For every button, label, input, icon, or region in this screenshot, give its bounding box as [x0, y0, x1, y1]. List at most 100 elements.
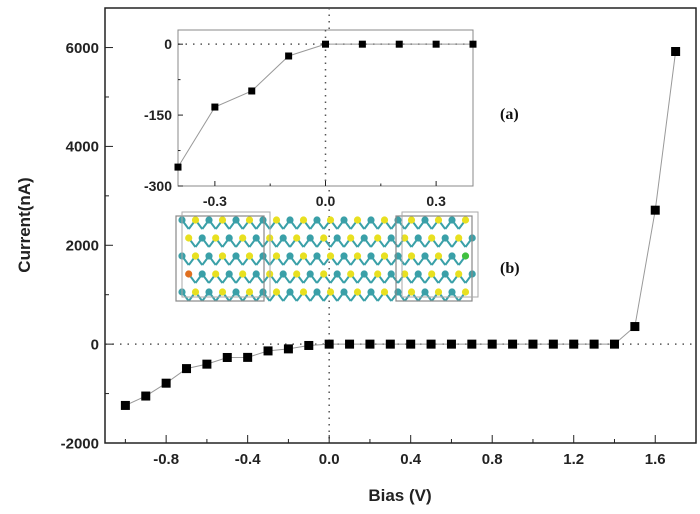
inset-data-point: [432, 40, 440, 48]
atom: [293, 234, 301, 242]
atom: [374, 234, 382, 242]
inset-ytick-label: 0: [164, 36, 172, 52]
atom: [380, 288, 389, 296]
atom: [272, 216, 281, 224]
unit-cell-box: [175, 215, 265, 302]
inset-data-point: [248, 87, 256, 95]
atom: [367, 216, 375, 224]
inset-xtick-label: 0.0: [316, 193, 336, 209]
atom: [414, 234, 422, 242]
atom: [239, 234, 247, 242]
atom: [360, 234, 368, 242]
atom: [347, 234, 355, 242]
atom: [320, 270, 328, 278]
atom: [360, 270, 368, 278]
main-data-point: [487, 339, 497, 349]
atom: [279, 234, 287, 242]
main-data-point: [528, 339, 538, 349]
atom: [185, 234, 193, 242]
atom: [306, 234, 314, 242]
atom: [353, 216, 362, 224]
main-data-point: [609, 339, 619, 349]
atom: [333, 270, 341, 278]
inset-data-point: [285, 52, 293, 60]
inset-data-point: [322, 40, 329, 48]
atom: [252, 270, 260, 278]
atom: [218, 252, 227, 260]
atom: [245, 216, 254, 224]
inset-data-point: [174, 163, 182, 171]
main-data-point: [243, 352, 253, 362]
atom: [455, 234, 463, 242]
atom: [198, 270, 206, 278]
atom: [347, 270, 355, 278]
atom: [225, 270, 233, 278]
main-data-point: [446, 339, 456, 349]
atom: [387, 270, 395, 278]
atom: [252, 234, 260, 242]
atom: [259, 216, 267, 224]
main-ytick-label: -2000: [61, 435, 99, 452]
atom: [232, 252, 240, 260]
main-data-point: [141, 391, 151, 401]
atom: [407, 252, 416, 260]
main-data-point: [467, 339, 477, 349]
main-data-point: [426, 339, 436, 349]
atom: [326, 288, 335, 296]
atom: [286, 216, 294, 224]
molecular-structure-image: [175, 211, 479, 302]
atom: [374, 270, 382, 278]
main-xtick-label: 0.4: [400, 451, 422, 468]
atom: [367, 288, 375, 296]
main-xtick-label: -0.4: [235, 451, 262, 468]
atom: [293, 270, 301, 278]
atom: [448, 252, 456, 260]
main-data-point: [263, 346, 273, 356]
atom: [441, 234, 449, 242]
atom: [353, 288, 362, 296]
main-data-point: [589, 339, 599, 349]
atom: [380, 252, 389, 260]
main-ytick-label: 2000: [66, 238, 99, 255]
atom: [441, 270, 449, 278]
main-data-point: [202, 359, 212, 369]
atom: [367, 252, 375, 260]
main-data-point: [569, 339, 579, 349]
main-data-point: [508, 339, 518, 349]
inset-xtick-label: 0.3: [426, 193, 446, 209]
atom: [212, 234, 220, 242]
atom: [245, 288, 254, 296]
atom: [198, 234, 206, 242]
main-data-point: [345, 339, 355, 349]
main-xtick-label: 1.6: [645, 451, 666, 468]
annotation-b: (b): [500, 260, 520, 277]
main-data-point: [222, 352, 232, 362]
main-data-point: [324, 339, 334, 349]
atom: [313, 288, 321, 296]
atom: [185, 270, 193, 278]
atom: [340, 288, 348, 296]
main-ytick-label: 6000: [66, 40, 99, 57]
atom: [434, 216, 443, 224]
atom: [306, 270, 314, 278]
atom: [259, 252, 267, 260]
atom: [380, 216, 389, 224]
main-xtick-label: -0.8: [153, 451, 179, 468]
main-data-point: [182, 364, 192, 374]
inset-xtick-label: -0.3: [203, 193, 227, 209]
main-data-point: [304, 340, 314, 350]
atom: [239, 270, 247, 278]
atom: [387, 234, 395, 242]
atom: [401, 270, 409, 278]
atom: [286, 252, 294, 260]
atom: [326, 252, 335, 260]
atom: [326, 216, 335, 224]
annotation-a: (a): [500, 106, 519, 123]
main-data-point: [161, 378, 171, 388]
atom: [205, 252, 213, 260]
inset-data-point: [469, 40, 477, 48]
main-ytick-label: 0: [91, 336, 99, 353]
atom: [259, 288, 267, 296]
atom: [401, 234, 409, 242]
atom: [313, 216, 321, 224]
